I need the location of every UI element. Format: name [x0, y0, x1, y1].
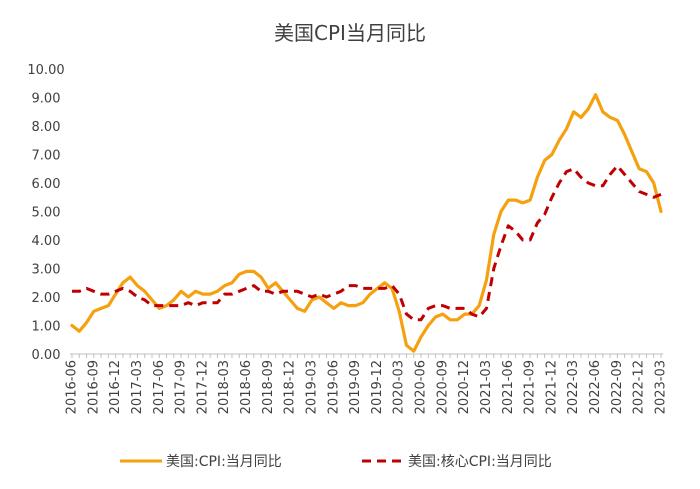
- x-tick-label: 2018-03: [217, 360, 232, 414]
- x-tick-label: 2017-09: [174, 360, 189, 414]
- x-tick-label: 2019-06: [326, 360, 341, 414]
- x-tick-label: 2022-12: [632, 360, 647, 414]
- x-tick-label: 2019-03: [304, 360, 319, 414]
- x-tick-label: 2021-03: [479, 360, 494, 414]
- x-tick-label: 2017-03: [130, 360, 145, 414]
- y-tick-label: 2.00: [32, 291, 61, 306]
- x-tick-label: 2018-09: [261, 360, 276, 414]
- x-tick-label: 2020-06: [414, 360, 429, 414]
- y-tick-label: 3.00: [32, 263, 61, 278]
- y-tick-label: 10.00: [27, 63, 64, 78]
- x-tick-label: 2022-06: [588, 360, 603, 414]
- x-tick-label: 2016-09: [86, 360, 101, 414]
- legend-label: 美国:核心CPI:当月同比: [408, 454, 552, 470]
- y-tick-label: 7.00: [32, 149, 61, 164]
- y-axis: 0.00 1.00 2.00 3.00 4.00 5.00 6.00 7.00 8.00 9.00…: [27, 63, 64, 363]
- x-tick-label: 2021-06: [501, 360, 516, 414]
- x-tick-label: 2018-06: [239, 360, 254, 414]
- series-line-0: [70, 93, 663, 353]
- x-tick-label: 2019-12: [370, 360, 385, 414]
- x-tick-label: 2022-03: [566, 360, 581, 414]
- x-tick-label: 2017-06: [152, 360, 167, 414]
- x-tick-label: 2017-12: [195, 360, 210, 414]
- legend: 美国:CPI:当月同比 美国:核心CPI:当月同比: [120, 454, 552, 470]
- x-tick-label: 2016-12: [108, 360, 123, 414]
- x-tick-label: 2021-09: [523, 360, 538, 414]
- x-tick-label: 2020-03: [392, 360, 407, 414]
- x-tick-label: 2020-09: [435, 360, 450, 414]
- x-tick-label: 2016-06: [65, 360, 80, 414]
- x-tick-label: 2023-03: [654, 360, 669, 414]
- x-tick-label: 2018-12: [283, 360, 298, 414]
- y-tick-label: 8.00: [32, 120, 61, 135]
- y-tick-label: 1.00: [32, 320, 61, 335]
- y-tick-label: 6.00: [32, 177, 61, 192]
- x-tick-label: 2020-12: [457, 360, 472, 414]
- x-tick-label: 2021-12: [544, 360, 559, 414]
- y-tick-label: 0.00: [32, 348, 61, 363]
- chart-title: 美国CPI当月同比: [274, 21, 426, 45]
- y-tick-label: 4.00: [32, 234, 61, 249]
- x-axis: 2016-06 2016-09 2016-12 2017-03 2017-06 2017-…: [65, 353, 669, 414]
- y-tick-label: 5.00: [32, 206, 61, 221]
- series-layer: [70, 93, 663, 353]
- y-tick-label: 9.00: [32, 92, 61, 107]
- x-tick-label: 2019-09: [348, 360, 363, 414]
- legend-label: 美国:CPI:当月同比: [166, 454, 282, 470]
- x-tick-label: 2022-09: [610, 360, 625, 414]
- series-line-1: [72, 164, 662, 322]
